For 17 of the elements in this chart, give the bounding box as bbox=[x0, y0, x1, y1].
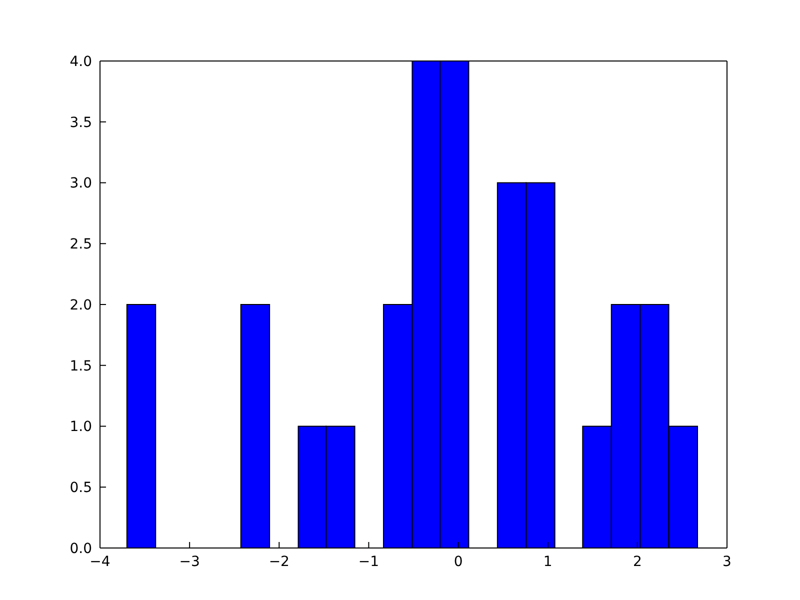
x-tick-label: 0 bbox=[454, 554, 463, 570]
y-tick-label: 1.0 bbox=[70, 419, 92, 436]
y-tick-label: 1.5 bbox=[70, 358, 92, 374]
x-tick-label: −4 bbox=[90, 554, 110, 570]
x-tick-label: 3 bbox=[722, 554, 732, 570]
y-tick-label: 3.0 bbox=[70, 176, 92, 192]
x-tick-label: −1 bbox=[358, 554, 380, 570]
x-tick-label: 1 bbox=[543, 554, 552, 570]
x-tick-label: −2 bbox=[268, 554, 290, 570]
y-tick-label: 3.5 bbox=[70, 114, 92, 131]
y-tick-label: 0.0 bbox=[70, 540, 92, 557]
x-tick-label: 2 bbox=[632, 554, 642, 570]
y-tick-label: 4.0 bbox=[70, 54, 92, 70]
y-tick-label: 2.0 bbox=[70, 297, 92, 314]
x-tick-label: −3 bbox=[179, 554, 200, 570]
y-tick-label: 2.5 bbox=[70, 236, 92, 253]
y-tick-label: 0.5 bbox=[70, 480, 92, 496]
